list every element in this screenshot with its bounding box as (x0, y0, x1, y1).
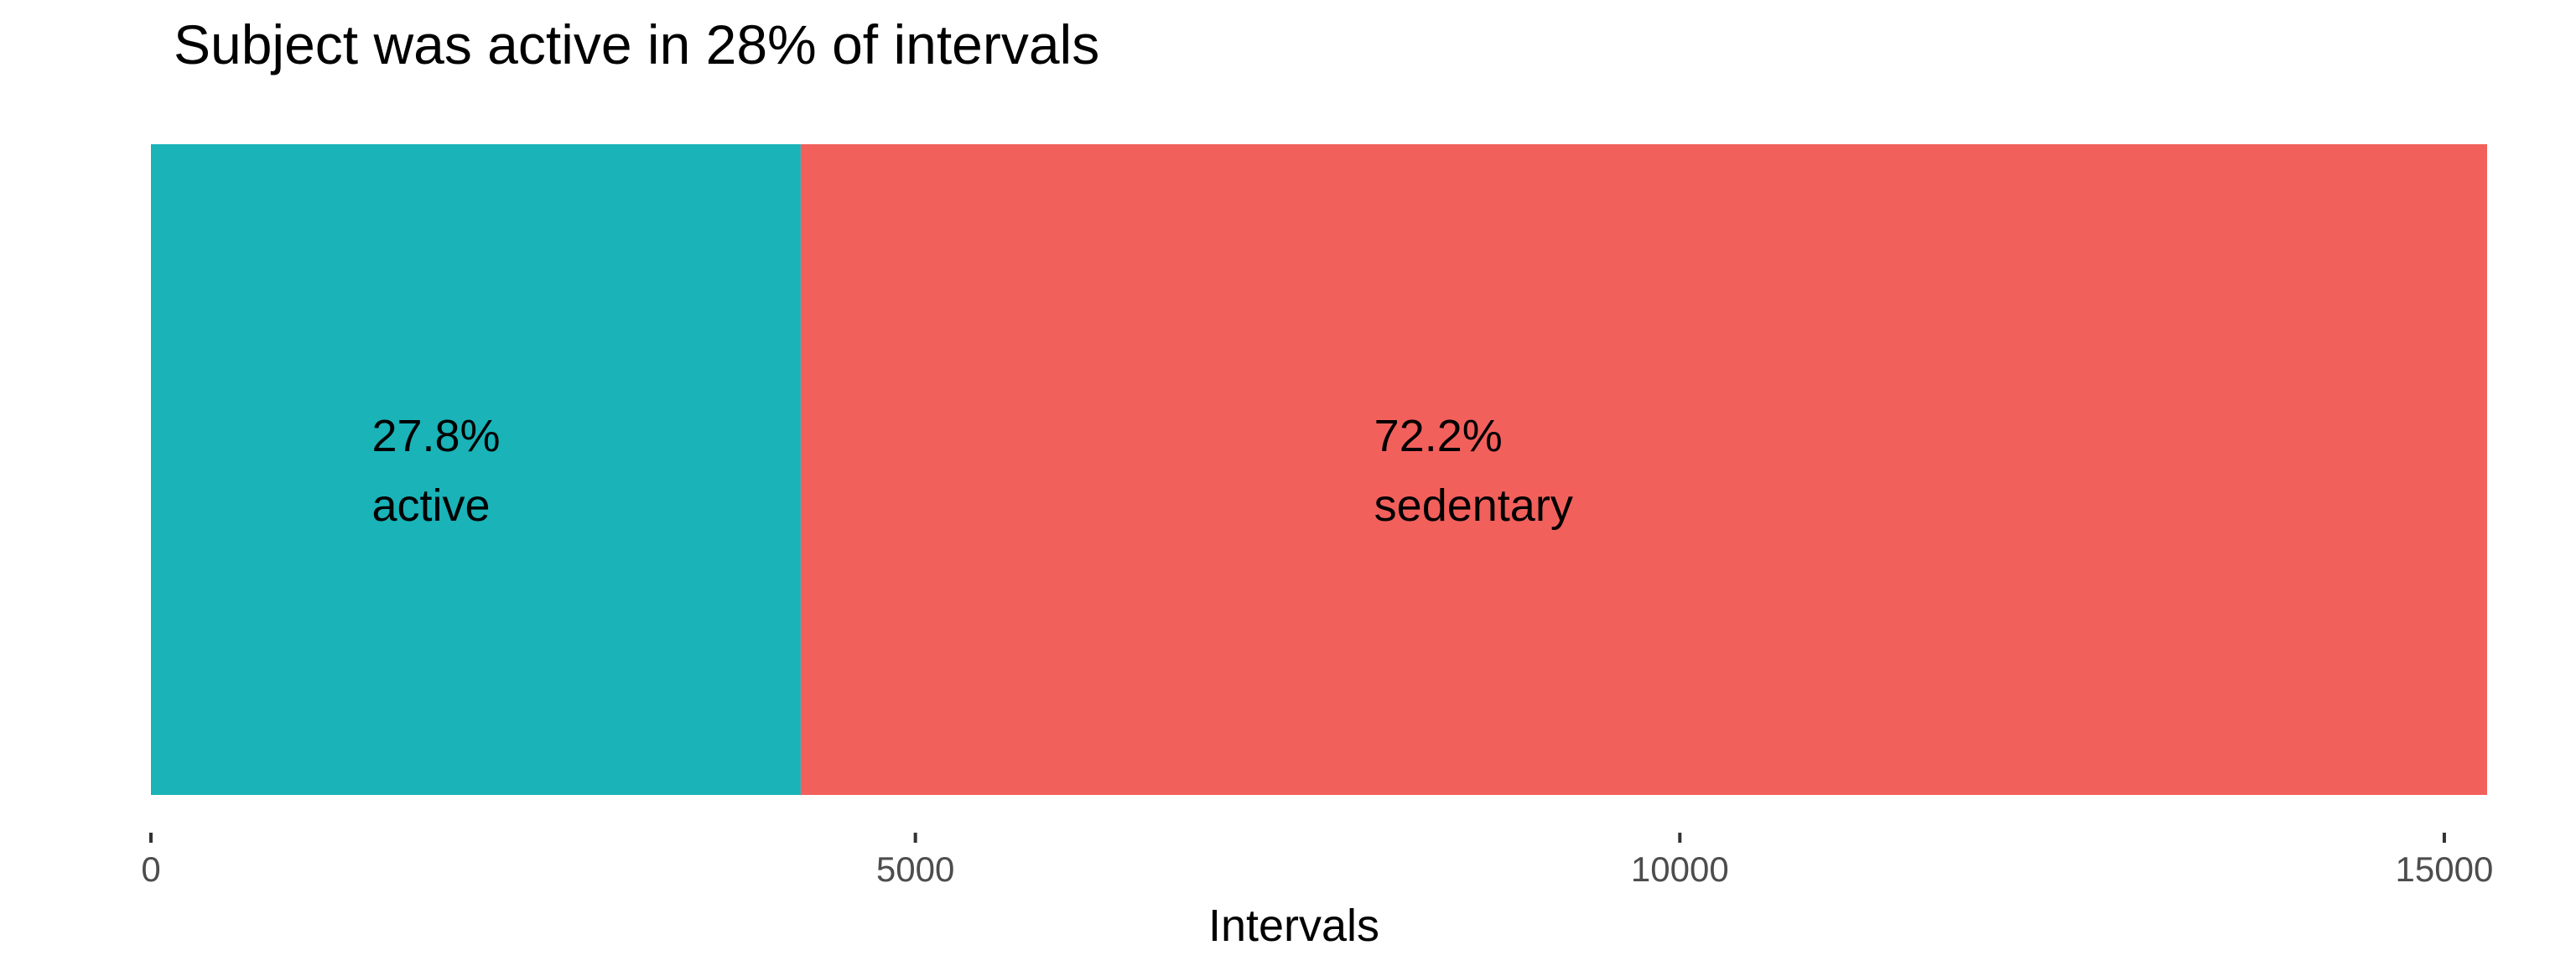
chart-title: Subject was active in 28% of intervals (174, 13, 1099, 75)
bar-segment-active (151, 144, 801, 795)
percent-label-active: 27.8% (371, 411, 500, 461)
x-tick-label: 0 (141, 849, 160, 889)
percent-label-sedentary: 72.2% (1374, 411, 1503, 461)
x-tick-label: 10000 (1631, 849, 1729, 889)
x-tick-label: 5000 (876, 849, 954, 889)
category-label-sedentary: sedentary (1374, 480, 1573, 531)
bar-segment-sedentary (800, 144, 2487, 795)
x-axis-ticks: 0 5000 10000 15000 (141, 833, 2493, 889)
category-label-active: active (371, 480, 490, 531)
bar-segments (151, 144, 2487, 795)
segment-labels: 27.8% active 72.2% sedentary (371, 411, 1572, 531)
x-tick-label: 15000 (2396, 849, 2494, 889)
x-axis-title: Intervals (1208, 901, 1379, 951)
